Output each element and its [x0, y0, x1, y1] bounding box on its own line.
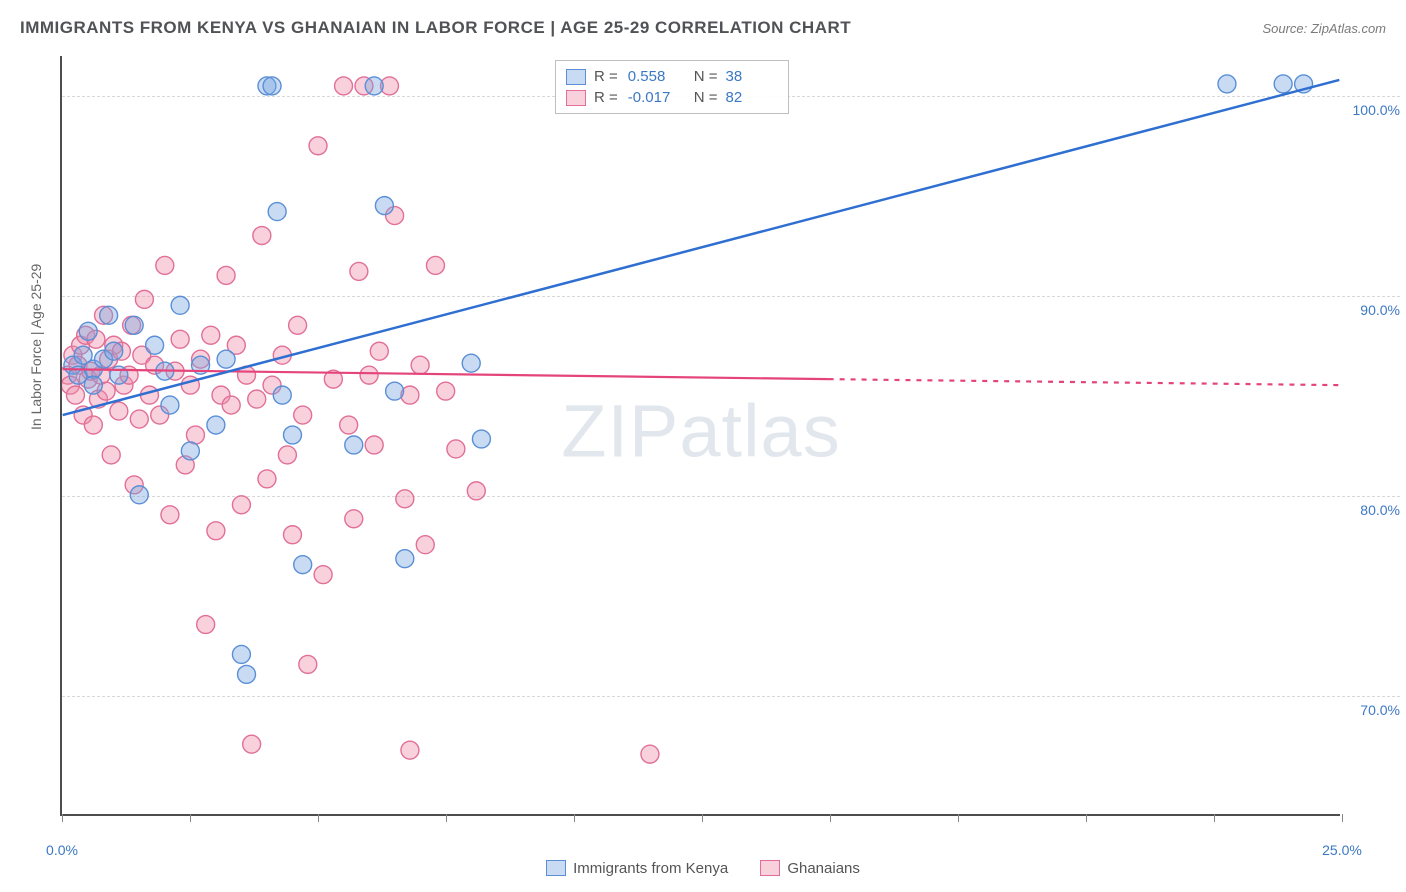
legend-label-kenya: Immigrants from Kenya — [573, 860, 728, 877]
x-tick — [1086, 814, 1087, 822]
legend-n-label: N = — [694, 68, 718, 85]
x-tick-label: 0.0% — [46, 842, 78, 858]
x-tick — [62, 814, 63, 822]
y-tick-label: 100.0% — [1345, 102, 1400, 118]
legend-r-label: R = — [594, 68, 618, 85]
y-tick-label: 70.0% — [1345, 702, 1400, 718]
plot-frame: ZIPatlas 70.0%80.0%90.0%100.0%0.0%25.0% — [60, 56, 1340, 816]
x-tick — [190, 814, 191, 822]
correlation-legend: R = 0.558 N = 38 R = -0.017 N = 82 — [555, 60, 789, 114]
x-tick — [446, 814, 447, 822]
legend-n-kenya: 38 — [726, 68, 778, 85]
swatch-kenya — [566, 69, 586, 85]
legend-n-label: N = — [694, 89, 718, 106]
x-tick — [318, 814, 319, 822]
chart-title: IMMIGRANTS FROM KENYA VS GHANAIAN IN LAB… — [20, 18, 851, 38]
swatch-ghana — [566, 90, 586, 106]
x-tick — [830, 814, 831, 822]
swatch-ghana-icon — [760, 860, 780, 876]
legend-row-ghana: R = -0.017 N = 82 — [566, 87, 778, 108]
source-label: Source: ZipAtlas.com — [1262, 21, 1386, 36]
x-tick — [1214, 814, 1215, 822]
legend-item-kenya: Immigrants from Kenya — [546, 860, 728, 877]
legend-r-label: R = — [594, 89, 618, 106]
scatter-svg — [62, 56, 1340, 814]
x-tick — [958, 814, 959, 822]
y-tick-label: 90.0% — [1345, 302, 1400, 318]
y-tick-label: 80.0% — [1345, 502, 1400, 518]
x-tick — [1342, 814, 1343, 822]
plot-area: ZIPatlas 70.0%80.0%90.0%100.0%0.0%25.0% — [62, 56, 1340, 814]
x-tick — [702, 814, 703, 822]
legend-r-ghana: -0.017 — [628, 89, 680, 106]
legend-label-ghana: Ghanaians — [787, 860, 860, 877]
swatch-kenya-icon — [546, 860, 566, 876]
legend-r-kenya: 0.558 — [628, 68, 680, 85]
series-legend: Immigrants from Kenya Ghanaians — [0, 860, 1406, 881]
x-tick — [574, 814, 575, 822]
legend-item-ghana: Ghanaians — [760, 860, 860, 877]
x-tick-label: 25.0% — [1322, 842, 1362, 858]
legend-n-ghana: 82 — [726, 89, 778, 106]
y-axis-label: In Labor Force | Age 25-29 — [28, 264, 44, 430]
legend-row-kenya: R = 0.558 N = 38 — [566, 66, 778, 87]
